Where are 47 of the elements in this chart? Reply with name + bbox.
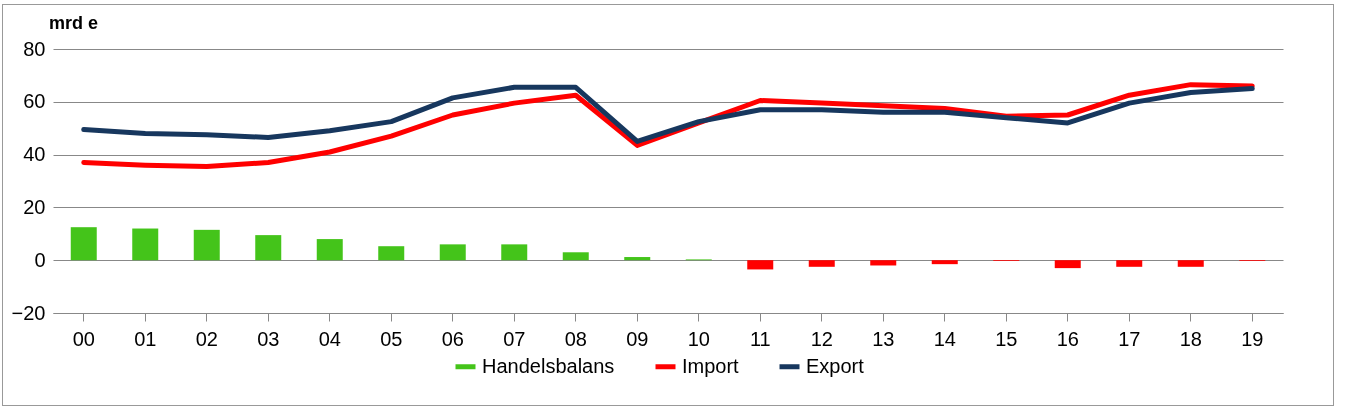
bar: [1116, 260, 1143, 267]
x-tick-label: 09: [626, 327, 649, 350]
x-tick-label: 19: [1241, 327, 1264, 350]
legend-label: Import: [682, 354, 740, 377]
bar: [624, 257, 651, 261]
y-tick-label: −20: [11, 301, 46, 324]
x-tick-label: 15: [995, 327, 1018, 350]
x-tick-label: 16: [1056, 327, 1079, 350]
x-tick-label: 12: [810, 327, 833, 350]
x-tick-label: 18: [1179, 327, 1202, 350]
y-tick-label: 20: [23, 195, 46, 218]
legend-label: Export: [806, 354, 865, 377]
x-tick-label: 06: [441, 327, 464, 350]
x-tick-label: 00: [72, 327, 95, 350]
bar: [439, 244, 466, 261]
bar: [931, 260, 958, 265]
x-tick-label: 08: [564, 327, 587, 350]
bar: [562, 252, 589, 261]
y-tick-label: 60: [23, 90, 46, 113]
y-tick-label: 0: [34, 248, 46, 271]
bar: [255, 235, 282, 261]
x-tick-label: 17: [1118, 327, 1141, 350]
x-tick-label: 14: [933, 327, 956, 350]
x-tick-label: 05: [380, 327, 403, 350]
x-tick-label: 03: [257, 327, 280, 350]
bar: [808, 260, 835, 267]
y-tick-label: 80: [23, 37, 46, 60]
bar: [378, 246, 405, 261]
bar: [870, 260, 897, 266]
y-axis-title: mrd e: [49, 13, 99, 33]
y-tick-label: 40: [23, 143, 46, 166]
bar: [501, 244, 528, 261]
x-tick-label: 11: [749, 327, 771, 350]
x-tick-label: 13: [872, 327, 895, 350]
bar: [70, 227, 97, 261]
x-tick-label: 04: [318, 327, 341, 350]
x-tick-label: 10: [687, 327, 710, 350]
bar: [132, 228, 159, 261]
legend-label: Handelsbalans: [482, 354, 615, 377]
bar: [1177, 260, 1204, 267]
x-tick-label: 01: [134, 327, 157, 350]
bar: [193, 229, 220, 261]
x-tick-label: 07: [503, 327, 526, 350]
x-tick-label: 02: [195, 327, 218, 350]
bar: [316, 239, 343, 261]
bar: [747, 260, 774, 270]
bar: [1054, 260, 1081, 269]
